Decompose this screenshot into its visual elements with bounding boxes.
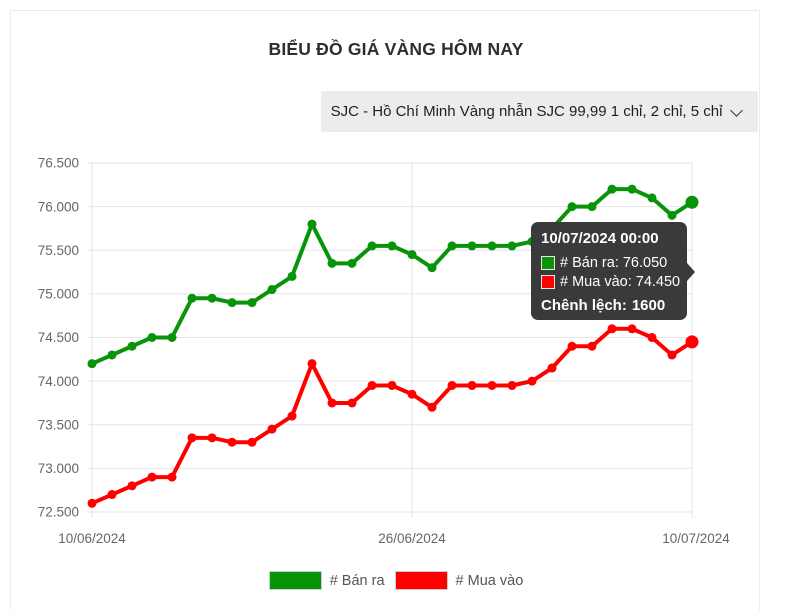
mua-vao-point[interactable] <box>507 380 517 390</box>
mua-vao-point[interactable] <box>167 472 177 482</box>
legend-item-ban-ra[interactable]: # Bán ra <box>268 571 385 590</box>
page-title: BIỂU ĐỒ GIÁ VÀNG HÔM NAY <box>268 39 524 59</box>
tooltip-diff-label: Chênh lệch: <box>541 297 627 314</box>
ban-ra-point[interactable] <box>127 341 137 351</box>
mua-vao-point[interactable] <box>267 424 277 434</box>
mua-vao-point[interactable] <box>227 437 237 447</box>
chart-tooltip: 10/07/2024 00:00 # Bán ra: 76.050 # Mua … <box>531 222 695 320</box>
ban-ra-point[interactable] <box>367 241 377 251</box>
tooltip-ban-ra-label: # Bán ra: <box>560 255 619 271</box>
tooltip-mua-vao-square <box>541 275 555 289</box>
tooltip-mua-vao-label: # Mua vào: <box>560 274 632 290</box>
ban-ra-point[interactable] <box>685 195 699 209</box>
ban-ra-point[interactable] <box>507 241 517 251</box>
mua-vao-point[interactable] <box>487 380 497 390</box>
ban-ra-point[interactable] <box>287 271 297 281</box>
y-tick-label: 76.000 <box>38 199 79 214</box>
mua-vao-point[interactable] <box>207 433 217 443</box>
mua-vao-point[interactable] <box>347 398 357 408</box>
ban-ra-point[interactable] <box>267 285 277 295</box>
mua-vao-point[interactable] <box>147 472 157 482</box>
mua-vao-swatch <box>394 571 448 590</box>
mua-vao-point[interactable] <box>685 335 699 349</box>
ban-ra-point[interactable] <box>187 293 197 303</box>
mua-vao-point[interactable] <box>627 324 637 334</box>
ban-ra-point[interactable] <box>667 210 677 220</box>
y-tick-label: 76.500 <box>38 156 79 171</box>
tooltip-ban-ra-row: # Bán ra: 76.050 <box>541 255 676 271</box>
mua-vao-point[interactable] <box>387 380 397 390</box>
ban-ra-point[interactable] <box>307 219 317 229</box>
y-tick-label: 73.000 <box>38 461 79 476</box>
mua-vao-point[interactable] <box>667 350 677 360</box>
mua-vao-point[interactable] <box>187 433 197 443</box>
mua-vao-point[interactable] <box>427 402 437 412</box>
mua-vao-point[interactable] <box>287 411 297 421</box>
ban-ra-point[interactable] <box>587 202 597 212</box>
ban-ra-point[interactable] <box>107 350 117 360</box>
mua-vao-point[interactable] <box>87 498 97 508</box>
gold-type-select-value: SJC - Hồ Chí Minh Vàng nhẫn SJC 99,99 1 … <box>330 103 723 120</box>
mua-vao-point[interactable] <box>447 380 457 390</box>
ban-ra-swatch <box>268 571 322 590</box>
mua-vao-point[interactable] <box>407 389 417 399</box>
tooltip-mua-vao-value: 74.450 <box>635 274 681 290</box>
y-tick-label: 74.000 <box>38 374 79 389</box>
legend-label-mua-vao: # Mua vào <box>455 572 524 589</box>
ban-ra-point[interactable] <box>567 202 577 212</box>
ban-ra-point[interactable] <box>327 258 337 268</box>
ban-ra-point[interactable] <box>387 241 397 251</box>
ban-ra-point[interactable] <box>87 359 97 369</box>
mua-vao-point[interactable] <box>567 341 577 351</box>
ban-ra-point[interactable] <box>467 241 477 251</box>
mua-vao-point[interactable] <box>647 333 657 342</box>
x-tick-label: 10/07/2024 <box>662 531 730 546</box>
gold-type-select[interactable]: SJC - Hồ Chí Minh Vàng nhẫn SJC 99,99 1 … <box>321 91 758 132</box>
x-tick-label: 10/06/2024 <box>58 531 126 546</box>
x-tick-label: 26/06/2024 <box>378 531 446 546</box>
mua-vao-point[interactable] <box>547 363 557 373</box>
legend-item-mua-vao[interactable]: # Mua vào <box>394 571 524 590</box>
ban-ra-point[interactable] <box>427 263 437 273</box>
tooltip-mua-vao-row: # Mua vào: 74.450 <box>541 274 680 290</box>
tooltip-diff: Chênh lệch: 1600 <box>541 297 676 314</box>
ban-ra-point[interactable] <box>487 241 497 251</box>
mua-vao-point[interactable] <box>107 490 117 500</box>
ban-ra-point[interactable] <box>407 250 417 260</box>
mua-vao-point[interactable] <box>607 324 617 334</box>
y-tick-label: 72.500 <box>38 505 79 520</box>
y-tick-label: 75.000 <box>38 287 79 302</box>
mua-vao-point[interactable] <box>307 359 317 369</box>
mua-vao-point[interactable] <box>247 437 257 447</box>
y-tick-label: 75.500 <box>38 243 79 258</box>
tooltip-ban-ra-value: 76.050 <box>622 255 668 271</box>
price-chart[interactable]: 76.500 76.000 75.500 75.000 74.500 74.000 73.5… <box>1 1 793 596</box>
ban-ra-point[interactable] <box>447 241 457 251</box>
ban-ra-point[interactable] <box>167 333 177 342</box>
ban-ra-point[interactable] <box>147 333 157 342</box>
legend-label-ban-ra: # Bán ra <box>329 572 385 589</box>
mua-vao-line <box>90 326 694 506</box>
mua-vao-point[interactable] <box>587 341 597 351</box>
mua-vao-point[interactable] <box>367 380 377 390</box>
ban-ra-point[interactable] <box>627 184 637 194</box>
tooltip-date: 10/07/2024 00:00 <box>541 230 659 247</box>
tooltip-diff-value: 1600 <box>631 297 666 314</box>
mua-vao-point[interactable] <box>127 481 137 491</box>
y-tick-label: 74.500 <box>38 330 79 345</box>
tooltip-ban-ra-square <box>541 256 555 270</box>
ban-ra-point[interactable] <box>207 293 217 303</box>
ban-ra-point[interactable] <box>227 298 237 308</box>
ban-ra-point[interactable] <box>607 184 617 194</box>
ban-ra-point[interactable] <box>247 298 257 308</box>
ban-ra-point[interactable] <box>647 193 657 203</box>
mua-vao-point[interactable] <box>327 398 337 408</box>
chart-legend: # Bán ra # Mua vào <box>21 571 771 590</box>
mua-vao-point[interactable] <box>467 380 477 390</box>
mua-vao-point[interactable] <box>527 376 537 386</box>
ban-ra-point[interactable] <box>347 258 357 268</box>
y-tick-label: 73.500 <box>38 417 79 432</box>
